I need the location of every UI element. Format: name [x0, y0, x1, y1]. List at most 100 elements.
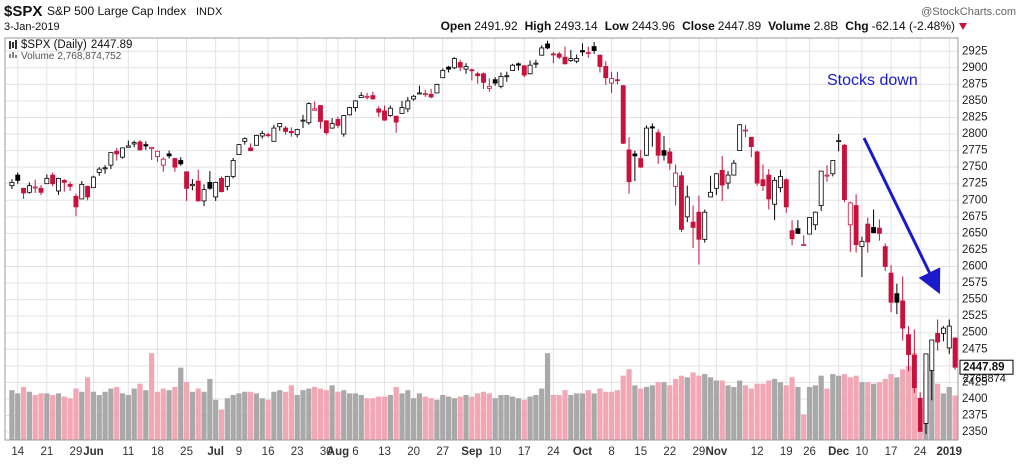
candle-body	[242, 138, 248, 142]
x-tick-label: 6	[352, 446, 358, 458]
candle-body	[259, 132, 265, 137]
candle-body	[871, 227, 877, 234]
candle-body	[166, 153, 172, 157]
candle-body	[224, 176, 230, 187]
volume-bar	[690, 372, 696, 440]
candle-body	[818, 170, 824, 206]
volume-bar	[207, 378, 213, 440]
candle-body	[504, 75, 510, 78]
volume-bar	[166, 390, 172, 440]
candle-body	[446, 66, 452, 70]
candle-body	[85, 185, 91, 198]
volume-bar	[405, 390, 411, 440]
candle-body	[440, 70, 446, 79]
volume-bar	[544, 353, 551, 440]
candle-body	[632, 153, 638, 157]
candle-body	[865, 223, 871, 243]
volume-bar	[399, 393, 405, 440]
plot-frame	[4, 37, 959, 441]
y-tick-label: 2750	[962, 161, 988, 173]
volume-bar	[143, 390, 149, 440]
volume-bar	[737, 380, 743, 440]
volume-bar	[20, 386, 27, 440]
candle-body	[946, 325, 952, 349]
volume-bar	[876, 382, 883, 440]
volume-bar	[766, 380, 772, 440]
volume-bar	[300, 390, 306, 440]
y-tick-label: 2850	[962, 95, 988, 107]
label: Chg	[845, 19, 868, 33]
volume-bar	[242, 391, 248, 440]
volume-bar	[801, 414, 807, 440]
candle-body	[696, 211, 702, 240]
volume-bar	[294, 394, 300, 440]
volume-bar	[15, 393, 21, 440]
volume-bar	[894, 377, 900, 440]
volume-bar	[929, 370, 935, 440]
x-tick-label: 11	[122, 446, 134, 458]
value: 2.8B	[814, 19, 839, 33]
candle-body	[248, 147, 254, 151]
candle-body	[294, 128, 300, 136]
candle-body	[620, 85, 626, 144]
candle-body	[120, 147, 125, 158]
y-tick-label: 2575	[962, 277, 988, 289]
volume-bar	[905, 366, 912, 440]
candle-body	[277, 123, 283, 128]
x-tick-label: 29	[70, 446, 83, 458]
volume-bar	[102, 391, 108, 440]
volume-bar	[614, 390, 621, 440]
volume-bar	[632, 385, 638, 440]
volume-bar	[847, 377, 853, 440]
candle-body	[271, 127, 277, 142]
volume-bar	[603, 391, 609, 440]
candle-body	[451, 58, 457, 69]
last-price-label: 2447.89	[963, 361, 1005, 373]
volume-bar	[830, 374, 836, 440]
candle-body	[550, 53, 556, 56]
volume-bar	[760, 383, 766, 440]
y-tick-label: 2675	[962, 211, 988, 223]
x-tick-label: 26	[803, 446, 816, 458]
volume-bar	[742, 385, 749, 440]
x-tick-label: Jul	[207, 446, 224, 458]
candle-body	[428, 93, 434, 98]
candle-body	[725, 174, 731, 184]
candle-body	[539, 47, 545, 56]
candle-body	[318, 105, 323, 122]
volume-bar	[836, 375, 842, 440]
volume-bar	[364, 398, 370, 440]
volume-bar	[550, 394, 556, 440]
candle-body	[597, 54, 603, 67]
date: 3-Jan-2019	[4, 21, 60, 33]
x-tick-label: Aug	[327, 446, 349, 458]
volume-bar	[114, 386, 120, 440]
volume-bar	[259, 398, 265, 440]
volume-bar	[789, 377, 795, 440]
candle-body	[638, 158, 644, 168]
volume-bar	[806, 386, 813, 440]
candle-body	[836, 140, 842, 143]
volume-bar	[282, 391, 289, 440]
candle-body	[929, 339, 935, 371]
volume-bar	[55, 393, 62, 440]
volume-bar	[463, 394, 469, 440]
candle-body	[411, 95, 417, 100]
candle-body	[230, 160, 236, 177]
candle-body	[137, 141, 143, 151]
volume-bar	[643, 386, 650, 440]
volume-bar	[574, 393, 580, 440]
candle-body	[713, 173, 719, 189]
candle-body	[574, 58, 580, 62]
candle-body	[684, 196, 690, 218]
legend-value: 2447.89	[91, 39, 133, 51]
candle-body	[906, 334, 911, 355]
candle-body	[655, 132, 661, 156]
volume-bar	[183, 382, 190, 440]
candle-body	[475, 73, 481, 77]
volume-bar	[213, 399, 219, 440]
y-tick-label: 2525	[962, 310, 988, 322]
volume-bar	[585, 390, 591, 440]
candle-body	[358, 95, 364, 99]
volume-bar	[469, 396, 475, 440]
